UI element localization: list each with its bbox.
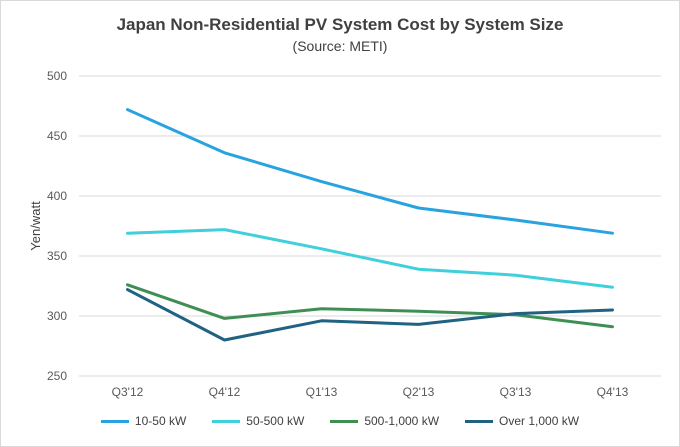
y-tick-label: 250 bbox=[47, 369, 67, 383]
x-tick-label: Q4'13 bbox=[597, 385, 629, 399]
legend-swatch bbox=[465, 419, 494, 423]
x-tick-label: Q3'12 bbox=[112, 385, 144, 399]
legend-label: Over 1,000 kW bbox=[499, 414, 580, 428]
legend-item: 10-50 kW bbox=[100, 414, 187, 428]
y-tick-label: 350 bbox=[47, 249, 67, 263]
y-tick-labels: 250 300 350 400 450 500 bbox=[47, 69, 67, 383]
x-tick-label: Q4'12 bbox=[209, 385, 241, 399]
gridlines bbox=[79, 75, 661, 377]
legend-item: Over 1,000 kW bbox=[465, 414, 579, 428]
legend-swatch bbox=[100, 419, 129, 423]
y-tick-label: 500 bbox=[47, 69, 67, 83]
y-tick-label: 400 bbox=[47, 189, 67, 203]
series-line-3 bbox=[126, 283, 614, 329]
y-axis-title: Yen/watt bbox=[28, 201, 43, 251]
x-tick-labels: Q3'12 Q4'12 Q1'13 Q2'13 Q3'13 Q4'13 bbox=[112, 385, 629, 399]
legend-swatch bbox=[330, 419, 359, 423]
legend-label: 50-500 kW bbox=[246, 414, 305, 428]
legend-item: 50-500 kW bbox=[212, 414, 304, 428]
x-tick-label: Q3'13 bbox=[500, 385, 532, 399]
series-line-4 bbox=[126, 288, 614, 342]
legend-item: 500-1,000 kW bbox=[330, 414, 439, 428]
x-tick-label: Q2'13 bbox=[403, 385, 435, 399]
legend: 10-50 kW 50-500 kW 500-1,000 kW Over 1,000 … bbox=[1, 414, 679, 428]
series-lines bbox=[126, 108, 614, 342]
series-line-1 bbox=[126, 108, 614, 235]
series-line-2 bbox=[126, 228, 614, 289]
chart-title: Japan Non-Residential PV System Cost by … bbox=[116, 15, 564, 34]
legend-label: 10-50 kW bbox=[134, 414, 187, 428]
chart-subtitle: (Source: METI) bbox=[292, 38, 388, 54]
y-tick-label: 450 bbox=[47, 129, 67, 143]
x-tick-label: Q1'13 bbox=[306, 385, 338, 399]
legend-label: 500-1,000 kW bbox=[364, 414, 440, 428]
legend-swatch bbox=[212, 419, 241, 423]
y-tick-label: 300 bbox=[47, 309, 67, 323]
